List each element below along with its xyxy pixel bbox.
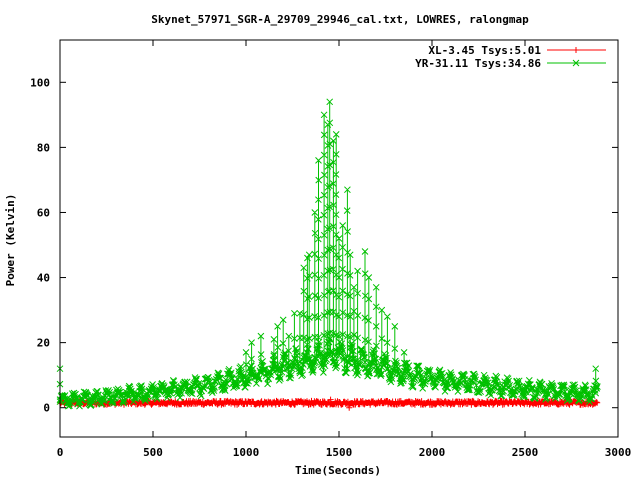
legend-label: YR-31.11 Tsys:34.86 [415,57,541,70]
chart-title: Skynet_57971_SGR-A_29709_29946_cal.txt, … [151,13,529,26]
x-tick-label: 2500 [512,446,539,459]
x-axis-label: Time(Seconds) [295,464,381,477]
y-tick-label: 40 [37,272,50,285]
x-tick-label: 500 [143,446,163,459]
data-layer [56,98,601,411]
legend-label: XL-3.45 Tsys:5.01 [428,44,541,57]
x-tick-label: 3000 [605,446,632,459]
series-xl-point [327,396,334,403]
y-tick-label: 0 [43,402,50,415]
x-tick-label: 2000 [419,446,446,459]
legend-marker [572,59,580,67]
y-tick-label: 20 [37,337,50,350]
y-tick-label: 100 [30,76,50,89]
y-tick-label: 80 [37,141,50,154]
series-xl-point [346,404,353,411]
legend-marker [573,47,579,53]
y-axis-label: Power (Kelvin) [4,194,17,287]
x-tick-label: 0 [57,446,64,459]
series-yr-markers [56,335,601,410]
x-tick-label: 1500 [326,446,353,459]
y-tick-label: 60 [37,206,50,219]
axis-ticks: 0 500 1000 1500 2000 2500 3000 0 20 40 60 80 100 [30,40,631,459]
x-tick-label: 1000 [233,446,260,459]
